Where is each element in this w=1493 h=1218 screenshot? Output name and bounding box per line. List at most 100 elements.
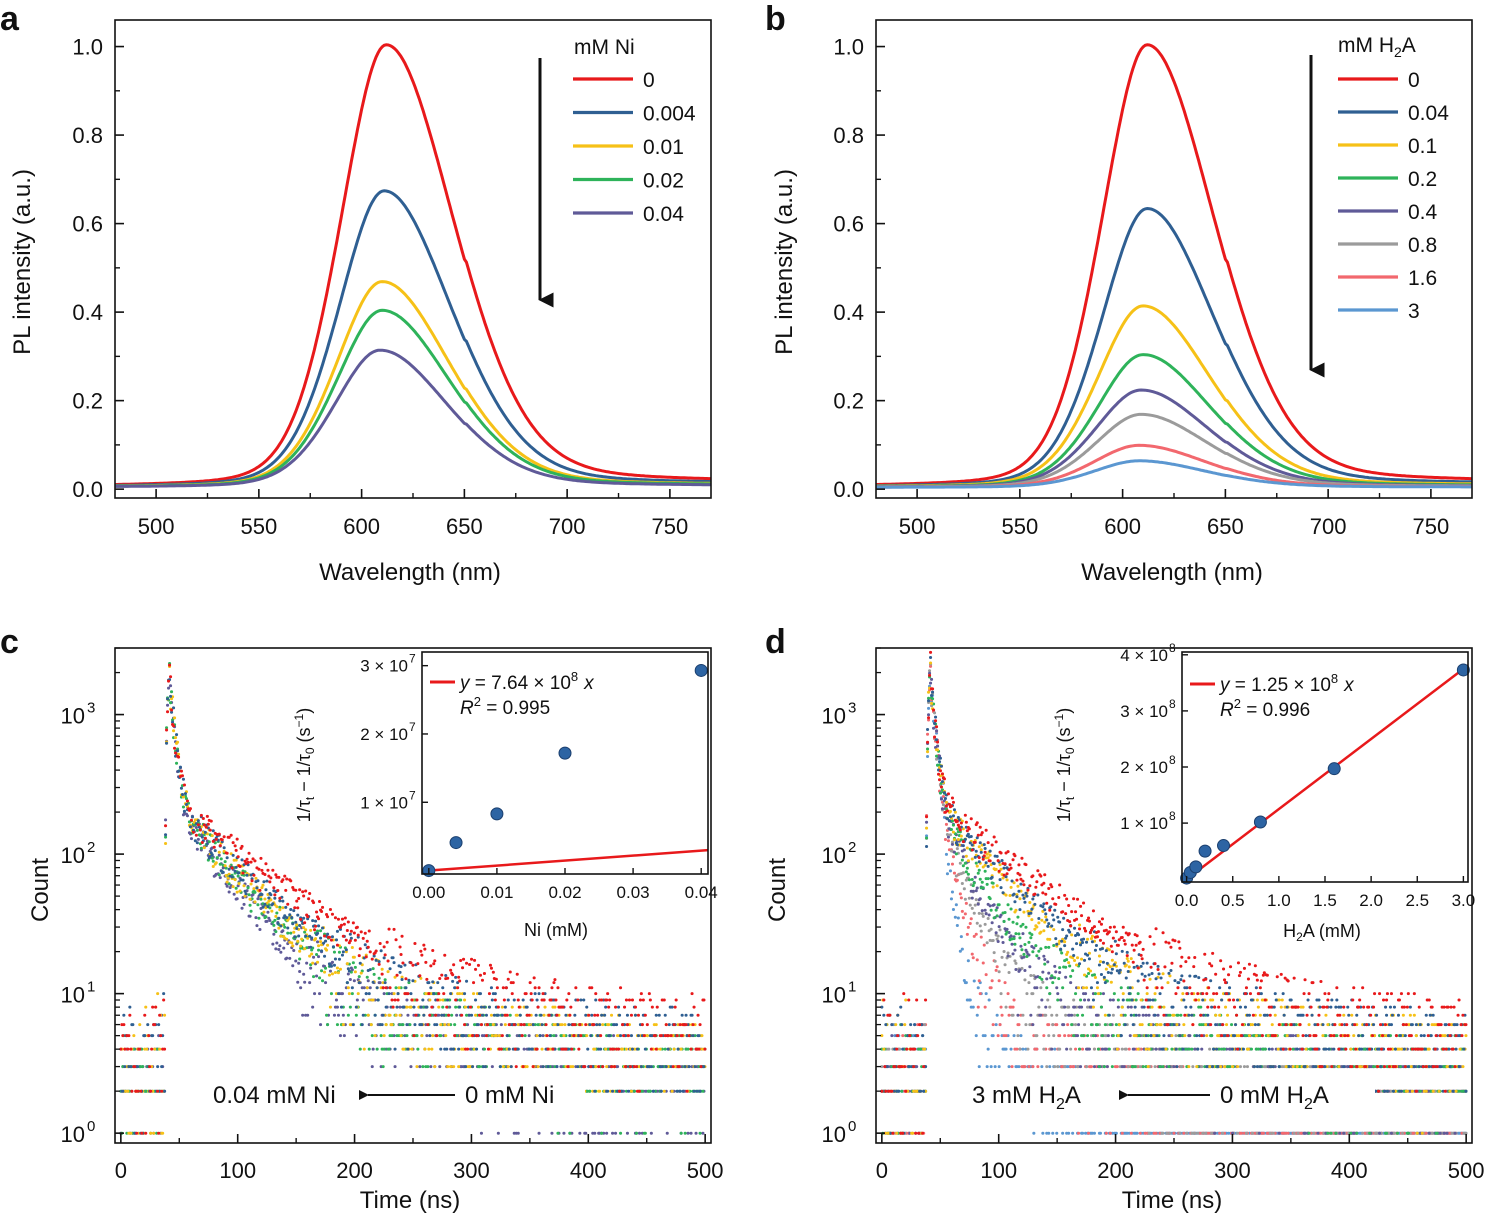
panel-c-inset-y-tick-label-0: 1 × 10	[360, 793, 408, 812]
panel-a-curves	[115, 43, 711, 488]
panel-c-inset-fit-line	[427, 848, 709, 872]
panel-c-series-0-points	[119, 663, 707, 1135]
panel-d-inset-equation: y = 1.25 × 108 x	[1218, 671, 1355, 696]
panel-d-annotation-right-a: A	[1313, 1082, 1329, 1109]
panel-a-legend: 0 0.004 0.01 0.02 0.04	[573, 69, 696, 226]
panel-a-y-tick-label-5: 1.0	[72, 35, 103, 60]
panel-d-y-tick-exponent-0: 0	[848, 1118, 856, 1135]
panel-a-x-axis-label: Wavelength (nm)	[319, 559, 501, 586]
inset-d-x-sub: 2	[1296, 930, 1303, 944]
inset-d-y-part3: (s	[1054, 727, 1074, 747]
panel-c-inset-point-1	[449, 836, 463, 850]
panel-b-y-tick-label-5: 1.0	[833, 35, 864, 60]
panel-d-x-tick-label-5: 500	[1448, 1158, 1485, 1183]
inset-c-y-sub-t: t	[303, 796, 317, 800]
panel-a-x-tick-label-5: 750	[652, 514, 689, 539]
panel-b-x-tick-label-1: 550	[1002, 514, 1039, 539]
panel-b-y-tick-label-3: 0.6	[833, 212, 864, 237]
panel-c-inset-r2: R2 = 0.995	[460, 694, 550, 719]
panel-c-x-tick-label-5: 500	[687, 1158, 724, 1183]
panel-a-x-tick-label-0: 500	[138, 514, 175, 539]
panel-d-annotation-right: 0 mM H2A	[1220, 1082, 1329, 1113]
panel-c-series-1-points	[120, 678, 706, 1135]
panel-a-chart: 500 550 600 650 700 750 0.0 0.2 0.4 0.6 0.8 1.0 Wa…	[9, 19, 712, 586]
panel-d-inset-point-6	[1327, 762, 1341, 776]
panel-a-curve-4	[115, 348, 711, 488]
panel-d-inset-x-tick-label-0: 0.0	[1175, 891, 1199, 910]
panel-b-legend-label-3: 0.2	[1408, 168, 1437, 191]
panel-b-y-ticks: 0.0 0.2 0.4 0.6 0.8 1.0	[833, 35, 885, 502]
panel-b-y-tick-label-1: 0.2	[833, 389, 864, 414]
panel-d-inset-y-tick-label-2: 3 × 10	[1120, 702, 1168, 721]
panel-b-y-tick-label-0: 0.0	[833, 477, 864, 502]
panel-d-inset-y-ticks: 1 × 10 82 × 10 83 × 10 84 × 10 8	[1120, 641, 1188, 833]
panel-a-legend-label-1: 0.004	[643, 103, 696, 126]
panel-b-curve-7	[876, 459, 1472, 489]
panel-d-y-tick-label-3: 10	[822, 704, 846, 729]
panel-a-legend-label-0: 0	[643, 69, 655, 92]
panel-c-inset-point-4	[694, 663, 708, 677]
panel-a-curve-2	[115, 280, 711, 488]
panel-a-x-tick-label-1: 550	[241, 514, 278, 539]
panel-c-inset-y-label: 1/τt − 1/τ0 (s−1)	[292, 708, 317, 822]
panel-c-inset-x-tick-label-4: 0.04	[685, 883, 718, 902]
panel-c-inset-y-tick-exponent-0: 7	[409, 788, 416, 802]
panel-a-x-tick-label-3: 650	[446, 514, 483, 539]
panel-c-inset-bg	[422, 652, 708, 874]
panel-c-inset-point-3	[558, 746, 572, 760]
panel-b-legend-label-5: 0.8	[1408, 234, 1437, 257]
inset-d-y-sub-t: t	[1063, 796, 1077, 800]
panel-c-inset-x-ticks: 0.00 0.01 0.02 0.03 0.04	[412, 868, 718, 902]
inset-d-y-sup: −1	[1052, 713, 1066, 727]
panel-a-y-ticks: 0.0 0.2 0.4 0.6 0.8 1.0	[72, 35, 124, 502]
panel-c-y-tick-label-0: 10	[61, 1122, 85, 1147]
panel-c-y-tick-exponent-3: 3	[87, 700, 95, 717]
panel-d-inset-x-tick-label-1: 0.5	[1221, 891, 1245, 910]
panel-d-x-tick-label-1: 100	[980, 1158, 1017, 1183]
panel-b-curves	[876, 43, 1472, 489]
inset-d-r: R	[1220, 700, 1234, 721]
panel-label-c: c	[0, 623, 19, 661]
panel-d-y-tick-exponent-3: 3	[848, 700, 856, 717]
panel-b-y-axis-label: PL intensity (a.u.)	[771, 169, 798, 355]
panel-d-y-axis-label: Count	[764, 858, 791, 922]
panel-c-inset-marks	[422, 663, 709, 878]
panel-d-inset-y-tick-exponent-2: 8	[1169, 697, 1176, 711]
panel-b-legend-label-4: 0.4	[1408, 201, 1438, 224]
panel-d-x-axis-label: Time (ns)	[1122, 1187, 1222, 1214]
panel-label-b: b	[765, 0, 786, 38]
inset-c-eq-main: = 7.64 × 10	[470, 673, 571, 694]
panel-c-inset-y-tick-label-2: 3 × 10	[360, 657, 408, 676]
panel-a-y-tick-label-0: 0.0	[72, 477, 103, 502]
panel-a-curve-1	[115, 189, 711, 487]
panel-b-curve-2	[876, 304, 1472, 488]
panel-d-inset-y-tick-exponent-3: 8	[1169, 641, 1176, 655]
inset-d-y-part1: 1/τ	[1054, 800, 1074, 822]
panel-d-inset-point-7	[1456, 663, 1470, 677]
inset-d-r-val: = 0.996	[1241, 700, 1310, 721]
panel-c-x-tick-label-2: 200	[336, 1158, 373, 1183]
panel-a-curve-0	[115, 43, 711, 486]
panel-b-legend-title-sub: 2	[1394, 44, 1402, 60]
panel-d-inset-point-3	[1198, 844, 1212, 858]
panel-d-series-1-points	[880, 656, 1468, 1135]
panel-d-inset-marks	[1180, 663, 1470, 885]
panel-d-x-tick-label-3: 300	[1214, 1158, 1251, 1183]
panel-b-x-tick-label-4: 700	[1310, 514, 1347, 539]
inset-c-y-part2: − 1/τ	[294, 754, 314, 797]
panel-b-x-ticks: 500 550 600 650 700 750	[899, 489, 1449, 539]
panel-d-x-tick-label-4: 400	[1331, 1158, 1368, 1183]
panel-d-inset-x-label: H2A (mM)	[1283, 921, 1361, 944]
panel-b-chart: 500 550 600 650 700 750 0.0 0.2 0.4 0.6 0.8 1.0 Wa…	[771, 19, 1473, 586]
panel-c-inset-point-2	[490, 807, 504, 821]
panel-b-frame	[875, 19, 1473, 499]
panel-b-curve-1	[876, 206, 1472, 488]
panel-d-inset-y-tick-label-3: 4 × 10	[1120, 646, 1168, 665]
panel-d-y-tick-label-2: 10	[822, 843, 846, 868]
panel-d-annotation-left: 3 mM H2A	[972, 1082, 1081, 1113]
panel-d-inset-point-4	[1217, 839, 1231, 853]
panel-c-y-axis-label: Count	[27, 858, 54, 922]
